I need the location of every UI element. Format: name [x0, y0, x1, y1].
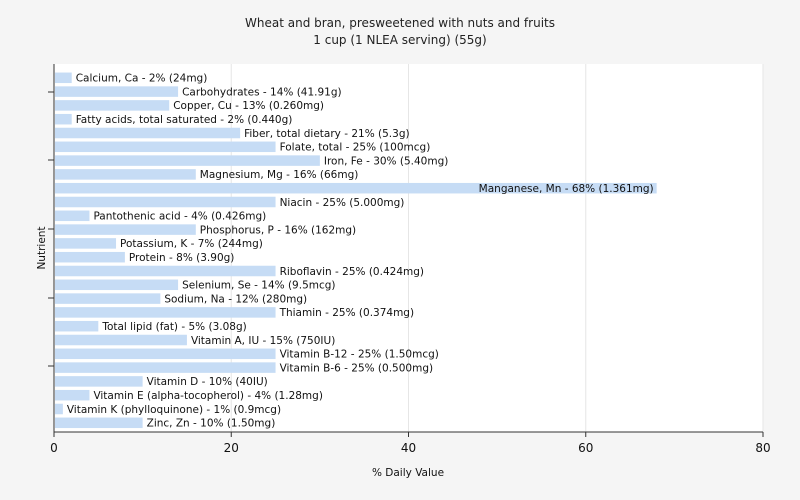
bar-label: Vitamin E (alpha-tocopherol) - 4% (1.28m…: [93, 390, 323, 402]
bar-label: Selenium, Se - 14% (9.5mcg): [182, 280, 335, 292]
bar-label: Zinc, Zn - 10% (1.50mg): [147, 418, 276, 430]
bar-label: Fatty acids, total saturated - 2% (0.440…: [76, 114, 293, 126]
bar: [55, 210, 90, 222]
bar-label: Total lipid (fat) - 5% (3.08g): [101, 321, 246, 333]
bar: [55, 169, 196, 180]
bar: [55, 196, 276, 208]
bar-labels-group: Calcium, Ca - 2% (24mg)Carbohydrates - 1…: [67, 73, 654, 430]
bar-label: Vitamin B-6 - 25% (0.500mg): [280, 362, 434, 374]
bar: [55, 238, 117, 249]
chart-subtitle: 1 cup (1 NLEA serving) (55g): [313, 33, 486, 47]
bar-label: Manganese, Mn - 68% (1.361mg): [479, 183, 654, 195]
x-tick-label: 40: [401, 441, 416, 455]
bar: [55, 265, 276, 277]
bar-label: Pantothenic acid - 4% (0.426mg): [93, 211, 266, 223]
y-axis-ticks: [48, 91, 54, 367]
bar: [55, 403, 63, 415]
bar: [55, 279, 179, 291]
bar-label: Vitamin K (phylloquinone) - 1% (0.9mcg): [67, 404, 281, 416]
bar: [55, 182, 657, 194]
bar-label: Carbohydrates - 14% (41.91g): [182, 86, 342, 98]
bar: [55, 389, 90, 401]
bar-label: Thiamin - 25% (0.374mg): [279, 307, 415, 319]
bar-label: Vitamin D - 10% (40IU): [147, 376, 268, 388]
bar-label: Protein - 8% (3.90g): [129, 252, 235, 264]
bar: [55, 86, 179, 97]
bar: [55, 224, 196, 235]
x-axis-label: % Daily Value: [372, 467, 444, 479]
bar: [55, 376, 143, 387]
bars-group: [55, 72, 657, 429]
x-tick-label: 80: [755, 441, 770, 455]
bar: [55, 348, 276, 360]
x-tick-label: 60: [578, 441, 593, 455]
bar-label: Riboflavin - 25% (0.424mg): [280, 266, 424, 278]
y-axis-label: Nutrient: [36, 226, 48, 269]
bar: [55, 362, 276, 373]
bar: [55, 72, 72, 84]
bar-label: Vitamin A, IU - 15% (750IU): [191, 335, 335, 347]
bar: [55, 307, 276, 318]
x-tick-label: 20: [224, 441, 239, 455]
bar: [55, 417, 143, 429]
bar: [55, 100, 170, 111]
bar-label: Fiber, total dietary - 21% (5.3g): [244, 128, 409, 140]
x-axis-ticks: 0 20 40 60 80: [50, 432, 771, 455]
bar-label: Sodium, Na - 12% (280mg): [164, 293, 307, 305]
bar-label: Magnesium, Mg - 16% (66mg): [200, 169, 359, 181]
bar: [55, 251, 125, 263]
bar: [55, 320, 99, 332]
bar-label: Niacin - 25% (5.000mg): [280, 197, 405, 209]
bar-label: Potassium, K - 7% (244mg): [120, 238, 263, 250]
bar-label: Copper, Cu - 13% (0.260mg): [173, 100, 324, 112]
bar: [55, 127, 241, 139]
bar-label: Calcium, Ca - 2% (24mg): [76, 73, 208, 85]
bar-label: Vitamin B-12 - 25% (1.50mcg): [280, 349, 439, 361]
x-tick-label: 0: [50, 441, 58, 455]
bar: [55, 141, 276, 153]
bar: [55, 155, 320, 166]
bar-label: Iron, Fe - 30% (5.40mg): [324, 155, 448, 167]
bar-label: Folate, total - 25% (100mcg): [280, 142, 431, 154]
bar: [55, 334, 187, 346]
bar-label: Phosphorus, P - 16% (162mg): [200, 224, 356, 236]
chart-title: Wheat and bran, presweetened with nuts a…: [245, 16, 555, 30]
bar: [55, 293, 161, 304]
bar: [55, 113, 72, 125]
